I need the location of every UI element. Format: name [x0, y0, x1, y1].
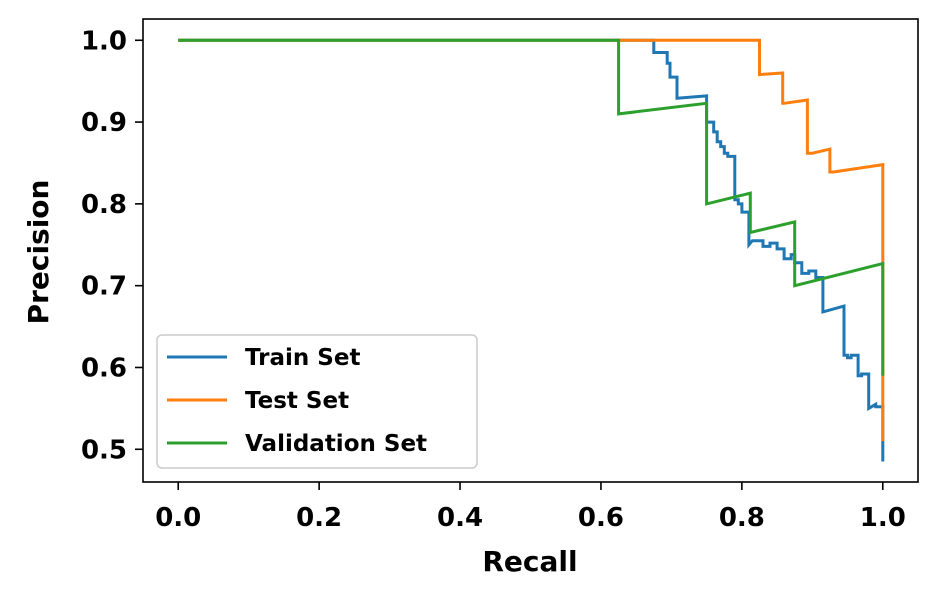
x-tick-label: 0.0 [155, 503, 201, 533]
x-tick-label: 0.6 [578, 503, 624, 533]
legend-entries: Train Set Test Set Validation Set [167, 345, 427, 457]
y-axis-label: Precision [22, 180, 55, 325]
series-line-test-set [178, 38, 885, 442]
legend-label: Test Set [245, 388, 349, 414]
plot-area-frame [142, 18, 919, 483]
x-tick-label: 1.0 [860, 503, 906, 533]
legend-label: Validation Set [245, 431, 427, 457]
x-tick-label: 0.8 [719, 503, 765, 533]
legend-box [156, 334, 478, 469]
legend: Train Set Test Set Validation Set [156, 334, 478, 469]
y-tick-label: 1.0 [81, 26, 127, 56]
ticks-layer: 0.0 0.2 0.4 0.6 0.8 1.0 0.5 0.6 0.7 0.8 0.9 1.0 [81, 26, 906, 533]
series-layer [178, 38, 885, 462]
y-tick-label: 0.9 [81, 108, 127, 138]
legend-label: Train Set [245, 345, 360, 371]
x-tick-label: 0.2 [296, 503, 342, 533]
y-tick-label: 0.5 [81, 435, 127, 465]
y-tick-label: 0.6 [81, 353, 127, 383]
x-tick-label: 0.4 [437, 503, 483, 533]
y-tick-label: 0.7 [81, 272, 127, 302]
series-line-train-set [178, 38, 885, 462]
x-axis-label: Recall [482, 545, 577, 578]
y-tick-label: 0.8 [81, 190, 127, 220]
series-line-validation-set [178, 38, 885, 376]
